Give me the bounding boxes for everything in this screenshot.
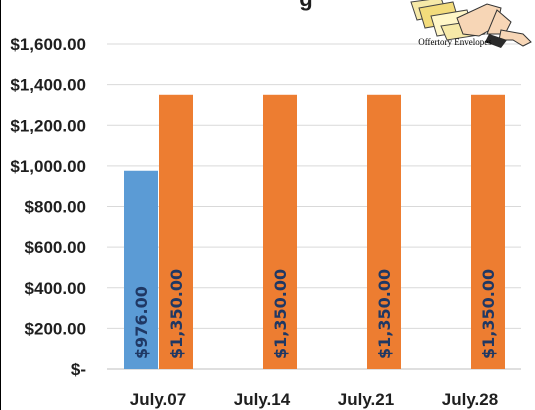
x-category-label: July.14: [234, 390, 291, 409]
chart-title: g: [299, 0, 312, 11]
y-tick-label: $1,400.00: [10, 76, 86, 95]
data-label: $1,350.00: [479, 269, 498, 359]
y-tick-label: $400.00: [25, 279, 86, 298]
data-label: $1,350.00: [375, 269, 394, 359]
data-label: $1,350.00: [271, 269, 290, 359]
bar-blue-july-07: [124, 170, 158, 369]
bar-orange-july-14: [263, 94, 297, 369]
data-label: $1,350.00: [167, 269, 186, 359]
y-tick-label: $1,000.00: [10, 157, 86, 176]
bar-orange-july-28: [471, 94, 505, 369]
y-tick-label: $1,600.00: [10, 35, 86, 54]
y-tick-label: $1,200.00: [10, 116, 86, 135]
bars: [124, 94, 505, 369]
x-category-label: July.28: [442, 390, 498, 409]
logo-caption: Offertory Envelopes: [418, 37, 492, 47]
y-tick-label: $200.00: [25, 319, 86, 338]
offertory-envelopes-logo: Offertory Envelopes: [410, 0, 532, 48]
y-axis-tick-labels: $- $200.00 $400.00 $600.00 $800.00 $1,000.00 $…: [10, 35, 86, 379]
envelope-hand-icon: [410, 0, 532, 48]
x-axis-category-labels: July.07 July.14 July.21 July.28: [130, 390, 498, 409]
bar-orange-july-21: [367, 94, 401, 369]
x-category-label: July.07: [130, 390, 186, 409]
y-tick-label: $-: [71, 360, 86, 379]
data-labels: $976.00 $1,350.00 $1,350.00 $1,350.00 $1,350…: [132, 269, 498, 359]
data-label: $976.00: [132, 286, 151, 359]
bar-orange-july-07: [159, 94, 193, 369]
y-tick-label: $600.00: [25, 238, 86, 257]
y-tick-label: $800.00: [25, 198, 86, 217]
x-category-label: July.21: [338, 390, 394, 409]
